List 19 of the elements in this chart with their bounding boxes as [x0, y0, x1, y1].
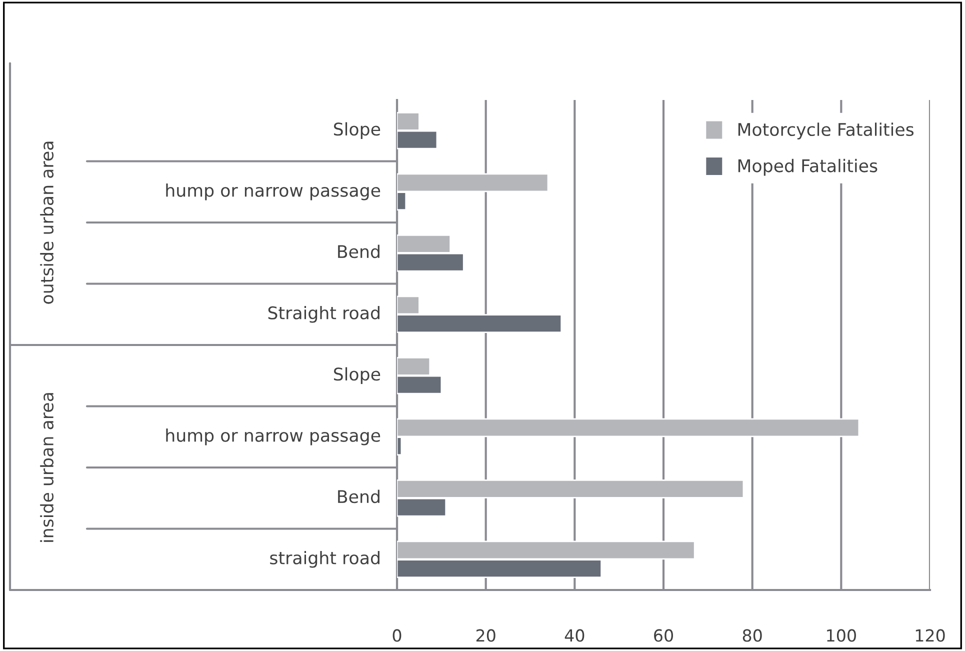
x-tick-label: 100: [827, 629, 856, 642]
x-tick-label: 80: [742, 629, 762, 642]
text: outside urban area: [40, 142, 54, 304]
y-tick-label: Straight road: [268, 306, 380, 323]
x-tick-label: 20: [476, 629, 496, 642]
x-tick-label: 60: [654, 629, 673, 642]
x-tick-label: 0: [392, 629, 402, 642]
y-tick-label: hump or narrow passage: [166, 428, 380, 446]
text: inside urban area: [40, 393, 54, 542]
x-tick-label: 40: [564, 629, 584, 642]
y-tick-label: Bend: [338, 244, 380, 258]
y-tick-label: straight road: [270, 550, 380, 568]
x-tick-label: 120: [916, 629, 945, 642]
y-tick-label: Slope: [334, 367, 380, 384]
y-tick-label: hump or narrow passage: [166, 183, 380, 200]
y-tick-label: Bend: [338, 490, 380, 504]
legend-label: Motorcycle Fatalities: [738, 122, 914, 140]
legend-label: Moped Fatalities: [738, 158, 878, 176]
y-tick-label: Slope: [334, 122, 380, 140]
